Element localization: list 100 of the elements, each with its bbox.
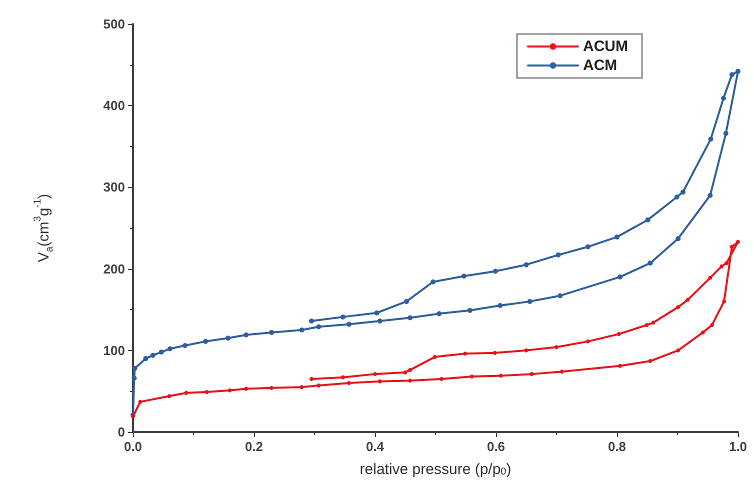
point — [225, 336, 230, 341]
point — [708, 136, 714, 142]
point — [722, 299, 726, 304]
point — [300, 385, 304, 390]
point — [467, 308, 472, 313]
point — [736, 68, 740, 74]
y-axis-title: Va(cm3g-1) — [32, 194, 56, 262]
point — [299, 328, 304, 332]
point — [346, 322, 352, 327]
x-tick-label: 0.6 — [486, 439, 506, 454]
point — [560, 370, 564, 374]
point — [618, 274, 623, 280]
point — [374, 310, 380, 316]
point — [150, 352, 156, 358]
point — [648, 260, 653, 266]
y-tick-label: 100 — [103, 342, 125, 358]
point — [618, 364, 622, 368]
point — [167, 346, 172, 352]
point — [524, 262, 529, 268]
y-tick-label: 500 — [103, 16, 125, 32]
point — [228, 388, 232, 392]
point — [203, 338, 208, 344]
point — [316, 383, 321, 388]
point — [644, 323, 649, 328]
point — [724, 261, 729, 266]
point — [556, 252, 561, 258]
point — [498, 374, 503, 378]
point — [138, 400, 142, 404]
point — [723, 130, 728, 136]
x-axis-title: relative pressure (p/p0) — [360, 461, 512, 478]
point — [616, 332, 621, 336]
point — [377, 318, 382, 324]
point — [373, 372, 377, 376]
point — [158, 350, 164, 355]
point — [470, 374, 474, 379]
point — [270, 386, 274, 390]
point — [710, 323, 714, 328]
point — [143, 356, 148, 362]
point — [132, 366, 138, 371]
point — [730, 244, 734, 249]
point — [676, 236, 681, 242]
point — [436, 311, 442, 316]
x-tick-label: 0.0 — [124, 439, 142, 454]
point — [340, 375, 345, 380]
point — [403, 370, 408, 374]
point — [614, 234, 620, 240]
point — [244, 332, 249, 338]
point — [586, 339, 590, 344]
point — [184, 390, 188, 395]
point — [686, 298, 690, 302]
point — [708, 192, 713, 198]
point — [648, 359, 652, 364]
point — [554, 345, 558, 350]
point — [309, 376, 314, 381]
point — [498, 303, 503, 308]
point — [676, 348, 680, 352]
point — [524, 348, 528, 352]
point — [461, 274, 466, 279]
point — [404, 298, 409, 304]
point — [585, 244, 590, 250]
legend-label: ACM — [583, 57, 618, 74]
point — [530, 372, 534, 376]
point — [736, 240, 740, 244]
point — [167, 394, 172, 398]
point — [440, 376, 444, 381]
legend-label: ACUM — [583, 38, 628, 55]
point — [346, 381, 351, 386]
point — [708, 276, 712, 280]
point — [316, 324, 322, 330]
point — [729, 72, 734, 78]
y-tick-label: 200 — [103, 261, 125, 276]
point — [700, 330, 705, 334]
point — [408, 315, 413, 320]
x-tick-label: 1.0 — [728, 439, 748, 454]
point — [492, 268, 498, 274]
point — [308, 318, 314, 324]
point — [244, 386, 248, 391]
point — [463, 352, 468, 356]
point — [720, 264, 724, 268]
point — [527, 298, 532, 304]
point — [645, 217, 650, 222]
point — [340, 314, 346, 320]
point — [182, 343, 188, 348]
point — [132, 376, 137, 381]
point — [651, 320, 656, 325]
y-tick-label: 300 — [103, 180, 125, 195]
point — [492, 350, 497, 355]
x-tick-label: 0.4 — [366, 439, 385, 454]
point — [676, 305, 680, 310]
y-tick-label: 400 — [103, 98, 125, 114]
point — [269, 330, 274, 335]
x-tick-label: 0.2 — [244, 439, 264, 454]
point — [432, 354, 437, 359]
point — [408, 378, 412, 383]
point — [680, 190, 686, 195]
point — [408, 368, 412, 372]
y-tick-label: 0 — [118, 424, 125, 440]
point — [674, 194, 680, 200]
point — [430, 279, 436, 284]
point — [204, 390, 209, 394]
